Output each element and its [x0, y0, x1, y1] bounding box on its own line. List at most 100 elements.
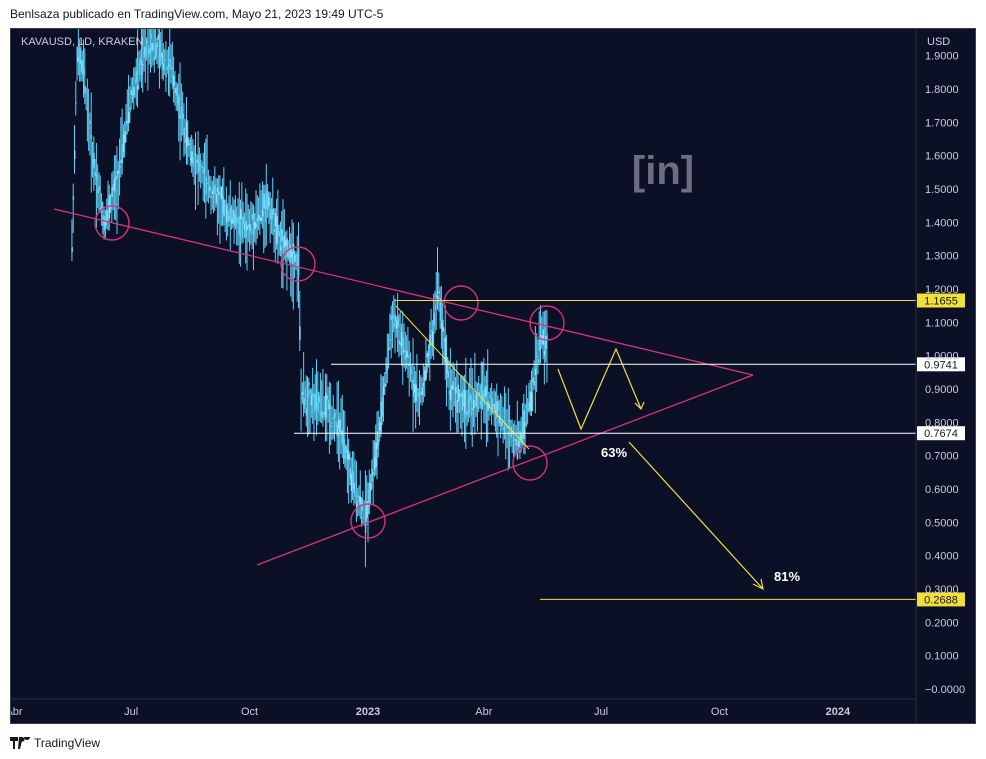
candle-body: [435, 294, 438, 298]
candle-body: [77, 57, 80, 61]
candle-body: [270, 214, 273, 220]
candle-body: [283, 235, 286, 248]
candle-body: [393, 322, 395, 328]
candle-body: [328, 404, 331, 410]
candle-body: [510, 426, 512, 438]
candle-body: [238, 216, 241, 236]
candle-body: [434, 304, 436, 310]
candle-body: [382, 386, 385, 395]
arrowhead-icon: [752, 578, 764, 591]
price-badge: [917, 592, 965, 607]
horizontal-levels: 1.1655 0.9741 0.7674 0.2688: [294, 293, 965, 607]
candle-body: [479, 401, 481, 405]
candle-body: [86, 108, 89, 111]
candle-body: [164, 59, 166, 61]
candle-body: [144, 47, 147, 55]
candle-body: [458, 393, 461, 398]
candle-body: [103, 216, 106, 231]
candle-body: [286, 237, 288, 257]
candle-body: [98, 186, 100, 190]
candle-body: [530, 392, 533, 412]
candle-body: [296, 253, 299, 268]
candle-body: [117, 170, 120, 174]
candle-body: [236, 217, 238, 223]
candle-body: [412, 378, 414, 397]
candle-body: [326, 395, 328, 400]
candle-body: [452, 381, 454, 390]
candle-body: [394, 314, 396, 322]
candle-body: [273, 228, 275, 233]
time-axis[interactable]: Abr Jul Oct 2023 Abr Jul Oct 2024: [11, 698, 916, 718]
price-badge-label: 0.9741: [924, 359, 958, 371]
candle-body: [247, 224, 250, 228]
candle-body: [276, 216, 278, 244]
candle-body: [364, 508, 367, 533]
candle-body: [304, 388, 306, 405]
candle-body: [400, 332, 403, 347]
candle-body: [411, 380, 413, 383]
candle-body: [380, 401, 382, 434]
candle-body: [149, 33, 152, 39]
candle-body: [518, 440, 520, 447]
candle-body: [403, 350, 405, 353]
candle-body: [457, 384, 460, 402]
candle-body: [395, 320, 398, 329]
y-tick-label: 1.4000: [925, 217, 959, 229]
candle-body: [483, 389, 485, 406]
candle-body: [424, 370, 426, 381]
candle-body: [375, 442, 377, 468]
price-chart[interactable]: [in] 63% 81% 1.1655 0.9741 0.7674 0.2688 1.9…: [11, 29, 976, 724]
candle-body: [111, 187, 113, 198]
candle-body: [416, 389, 418, 391]
candle-body: [216, 187, 219, 193]
candle-body: [373, 457, 376, 470]
candle-body: [218, 191, 220, 195]
price-axis[interactable]: 1.9000 1.8000 1.7000 1.6000 1.5000 1.4000 1.30…: [915, 29, 965, 724]
candle-body: [252, 206, 255, 235]
candle-body: [113, 178, 116, 192]
candle-body: [88, 127, 90, 129]
candle-body: [264, 200, 266, 222]
x-tick-label: 2024: [826, 706, 851, 718]
candle-body: [475, 393, 478, 407]
candle-body: [402, 337, 404, 354]
candle-body: [352, 471, 354, 489]
footer: TradingView: [10, 734, 100, 752]
candle-body: [478, 391, 480, 397]
candle-body: [243, 222, 246, 230]
candle-body: [317, 391, 319, 413]
candle-body: [448, 390, 450, 395]
candle-body: [130, 89, 133, 95]
candle-body: [507, 419, 510, 421]
candle-body: [523, 410, 525, 439]
candle-body: [133, 86, 135, 96]
candle-body: [246, 225, 248, 231]
candle-body: [84, 85, 86, 93]
candle-body: [354, 493, 357, 497]
candle-body: [384, 383, 386, 387]
candle-body: [438, 291, 440, 294]
price-badge-label: 0.2688: [924, 594, 958, 606]
forecast-zigzag: [557, 347, 642, 431]
candle-body: [397, 316, 399, 327]
candle-body: [106, 210, 108, 223]
candle-body: [471, 408, 474, 411]
candle-body: [316, 402, 318, 409]
candle-body: [112, 184, 115, 191]
candle-body: [187, 136, 189, 146]
candle-body: [306, 389, 309, 398]
candle-body: [138, 63, 140, 76]
candle-body: [381, 397, 384, 417]
touch-circle: [94, 205, 130, 241]
y-tick-label: 1.9000: [925, 51, 959, 63]
y-tick-label: 0.7000: [925, 451, 959, 463]
arrowhead-icon: [634, 401, 645, 411]
candle-body: [158, 39, 161, 70]
chart-panel[interactable]: [in] 63% 81% 1.1655 0.9741 0.7674 0.2688 1.9…: [10, 28, 976, 724]
candle-body: [204, 167, 206, 170]
candle-body: [182, 113, 184, 119]
candle-body: [443, 338, 445, 343]
candle-body: [261, 210, 264, 217]
candle-body: [174, 87, 176, 93]
tradingview-logo-icon: [10, 737, 30, 749]
